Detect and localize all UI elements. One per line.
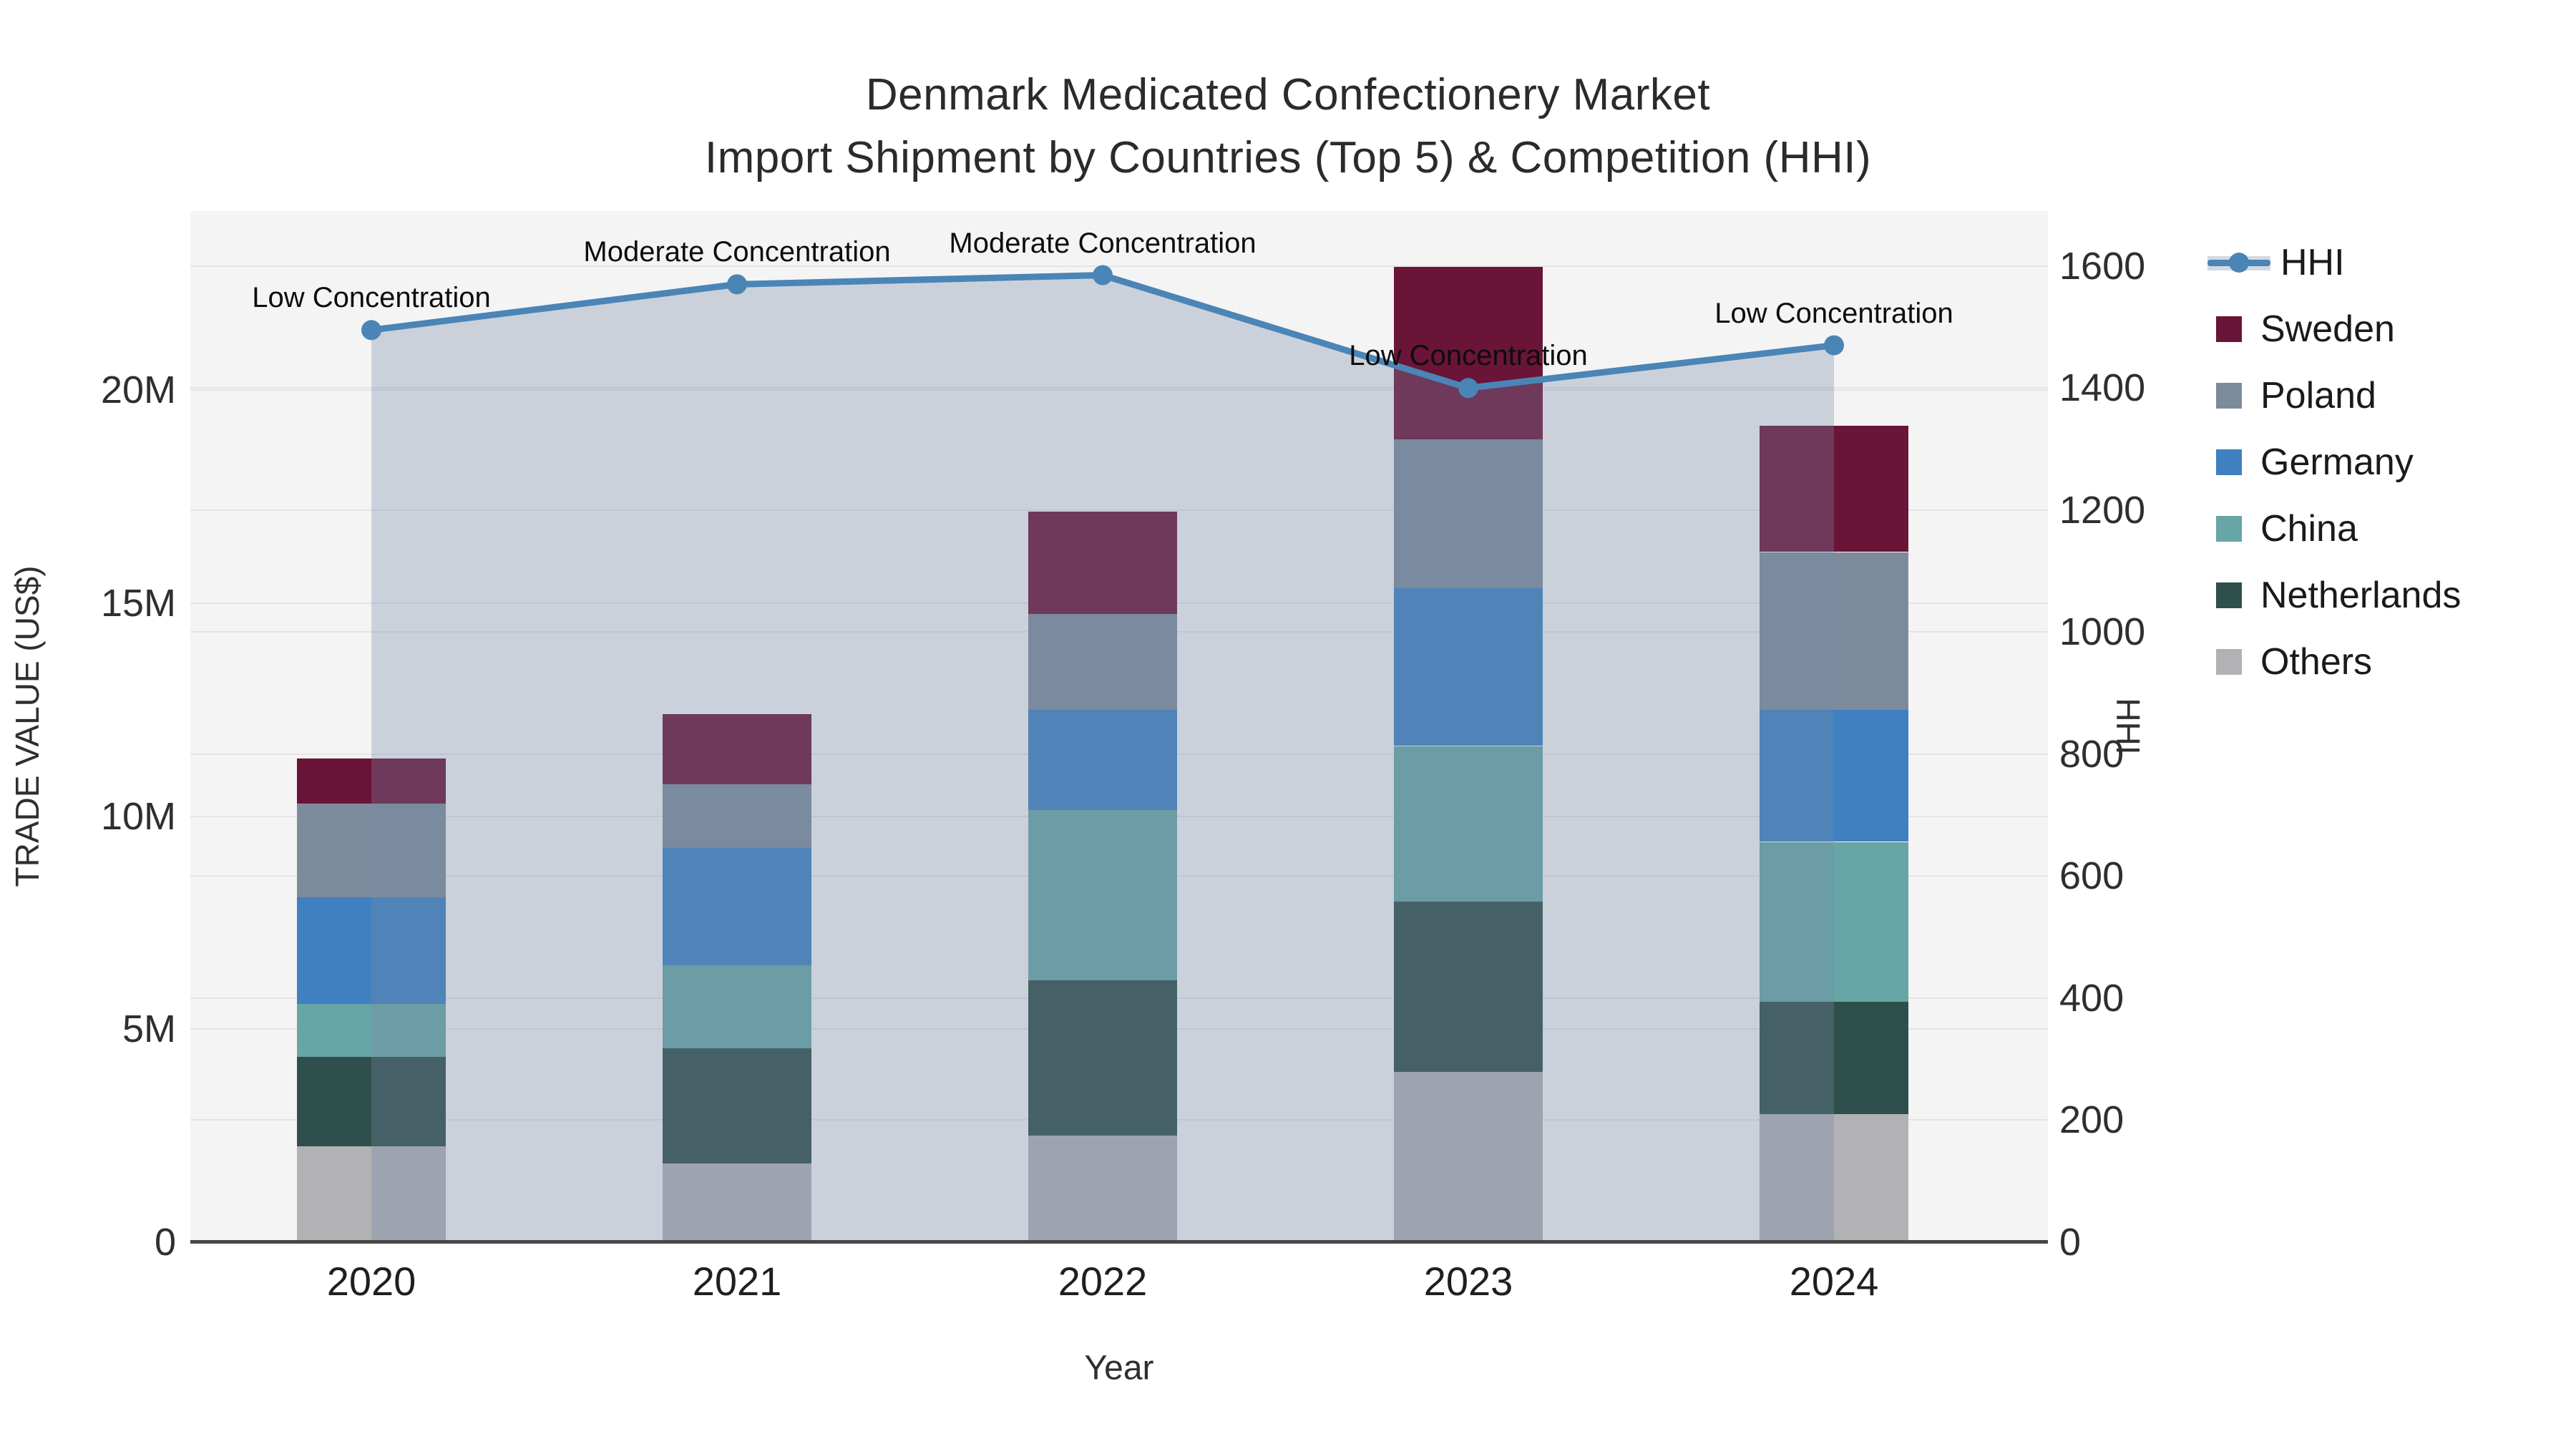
legend-swatch-china [2216,516,2242,542]
x-axis-line [190,1240,2048,1244]
bar-segment-sweden-2024[interactable] [1760,426,1908,552]
bar-segment-germany-2021[interactable] [663,848,811,965]
y-left-tick-0: 0 [154,1221,176,1264]
chart-title-line2: Import Shipment by Countries (Top 5) & C… [704,133,1872,182]
y-right-tick-1400: 1400 [2059,366,2146,410]
legend-label-china: China [2260,508,2358,550]
hhi-marker-2022[interactable] [1093,265,1113,286]
legend-item-hhi[interactable]: HHI [2207,241,2345,284]
x-tick-2022: 2022 [1058,1259,1148,1304]
annotation-2020: Low Concentration [252,282,491,314]
bar-segment-germany-2023[interactable] [1394,588,1543,746]
bar-segment-netherlands-2023[interactable] [1394,902,1543,1072]
bar-segment-others-2020[interactable] [297,1146,446,1242]
bar-segment-others-2023[interactable] [1394,1072,1543,1242]
legend-item-china[interactable]: China [2207,507,2358,550]
gridline-right-1400 [190,387,2048,389]
y-right-tick-0: 0 [2059,1221,2082,1264]
legend-item-germany[interactable]: Germany [2207,441,2414,484]
bar-segment-china-2023[interactable] [1394,746,1543,902]
annotation-2023: Low Concentration [1349,340,1588,372]
legend-item-netherlands[interactable]: Netherlands [2207,574,2461,617]
bar-segment-netherlands-2021[interactable] [663,1048,811,1163]
bar-segment-sweden-2023[interactable] [1394,267,1543,439]
bar-segment-china-2020[interactable] [297,1004,446,1057]
y-right-tick-800: 800 [2059,732,2124,776]
gridline-left-20M [190,389,2048,391]
x-tick-2021: 2021 [692,1259,782,1304]
gridline-right-1200 [190,509,2048,511]
legend-swatch-others [2216,649,2242,675]
bar-segment-germany-2024[interactable] [1760,709,1908,841]
bar-segment-china-2022[interactable] [1028,810,1177,980]
chart-title-line1: Denmark Medicated Confectionery Market [865,70,1711,119]
y-right-tick-400: 400 [2059,976,2124,1020]
annotation-2022: Moderate Concentration [949,227,1257,259]
hhi-line-overlay [361,265,1844,1242]
annotation-2024: Low Concentration [1714,297,1953,329]
hhi-marker-2020[interactable] [361,320,381,341]
bar-segment-germany-2022[interactable] [1028,710,1177,810]
y-left-tick-10M: 10M [100,794,176,838]
bar-segment-sweden-2022[interactable] [1028,512,1177,614]
y-left-tick-5M: 5M [122,1008,176,1051]
y-right-tick-200: 200 [2059,1098,2124,1142]
gridline-right-1600 [190,265,2048,267]
bar-segment-poland-2020[interactable] [297,804,446,897]
bar-segment-poland-2021[interactable] [663,784,811,848]
bar-segment-sweden-2021[interactable] [663,714,811,784]
bar-segment-china-2024[interactable] [1760,842,1908,1002]
legend-label-germany: Germany [2260,441,2414,483]
legend-label-netherlands: Netherlands [2260,575,2462,616]
bar-segment-poland-2022[interactable] [1028,614,1177,710]
bar-segment-others-2022[interactable] [1028,1136,1177,1242]
legend-label-others: Others [2260,641,2373,683]
hhi-area-fill [371,275,1834,1242]
bar-segment-sweden-2020[interactable] [297,758,446,804]
legend-label-hhi: HHI [2280,242,2345,283]
legend-swatch-sweden [2216,316,2242,342]
bar-segment-germany-2020[interactable] [297,897,446,1004]
bar-segment-china-2021[interactable] [663,965,811,1048]
y-left-tick-15M: 15M [100,581,176,625]
legend-swatch-germany [2216,449,2242,475]
hhi-marker-2021[interactable] [727,274,747,295]
plot-area: Low Concentration Moderate Concentration M… [190,211,2048,1244]
x-tick-2023: 2023 [1423,1259,1513,1304]
y-right-tick-1000: 1000 [2059,610,2146,654]
hhi-line-legend-icon [2207,250,2270,275]
y-right-tick-1600: 1600 [2059,244,2146,288]
y-right-tick-600: 600 [2059,854,2124,898]
hhi-marker-2023[interactable] [1458,378,1478,399]
legend-label-sweden: Sweden [2260,308,2395,350]
legend-swatch-poland [2216,383,2242,409]
bar-segment-poland-2024[interactable] [1760,552,1908,710]
y-right-tick-1200: 1200 [2059,488,2146,532]
bar-segment-netherlands-2024[interactable] [1760,1001,1908,1114]
bar-segment-netherlands-2020[interactable] [297,1057,446,1146]
x-tick-2020: 2020 [326,1259,416,1304]
y-left-tick-20M: 20M [100,369,176,412]
legend-label-poland: Poland [2260,375,2376,416]
annotation-2021: Moderate Concentration [583,236,891,268]
legend-swatch-netherlands [2216,582,2242,608]
legend-item-others[interactable]: Others [2207,640,2372,683]
x-axis-title: Year [1084,1349,1154,1387]
bar-segment-others-2021[interactable] [663,1163,811,1242]
bar-segment-others-2024[interactable] [1760,1114,1908,1242]
x-tick-2024: 2024 [1789,1259,1879,1304]
hhi-marker-2024[interactable] [1824,335,1844,356]
bar-segment-netherlands-2022[interactable] [1028,980,1177,1136]
legend-item-sweden[interactable]: Sweden [2207,308,2395,351]
bar-segment-poland-2023[interactable] [1394,439,1543,588]
legend-item-poland[interactable]: Poland [2207,374,2376,417]
